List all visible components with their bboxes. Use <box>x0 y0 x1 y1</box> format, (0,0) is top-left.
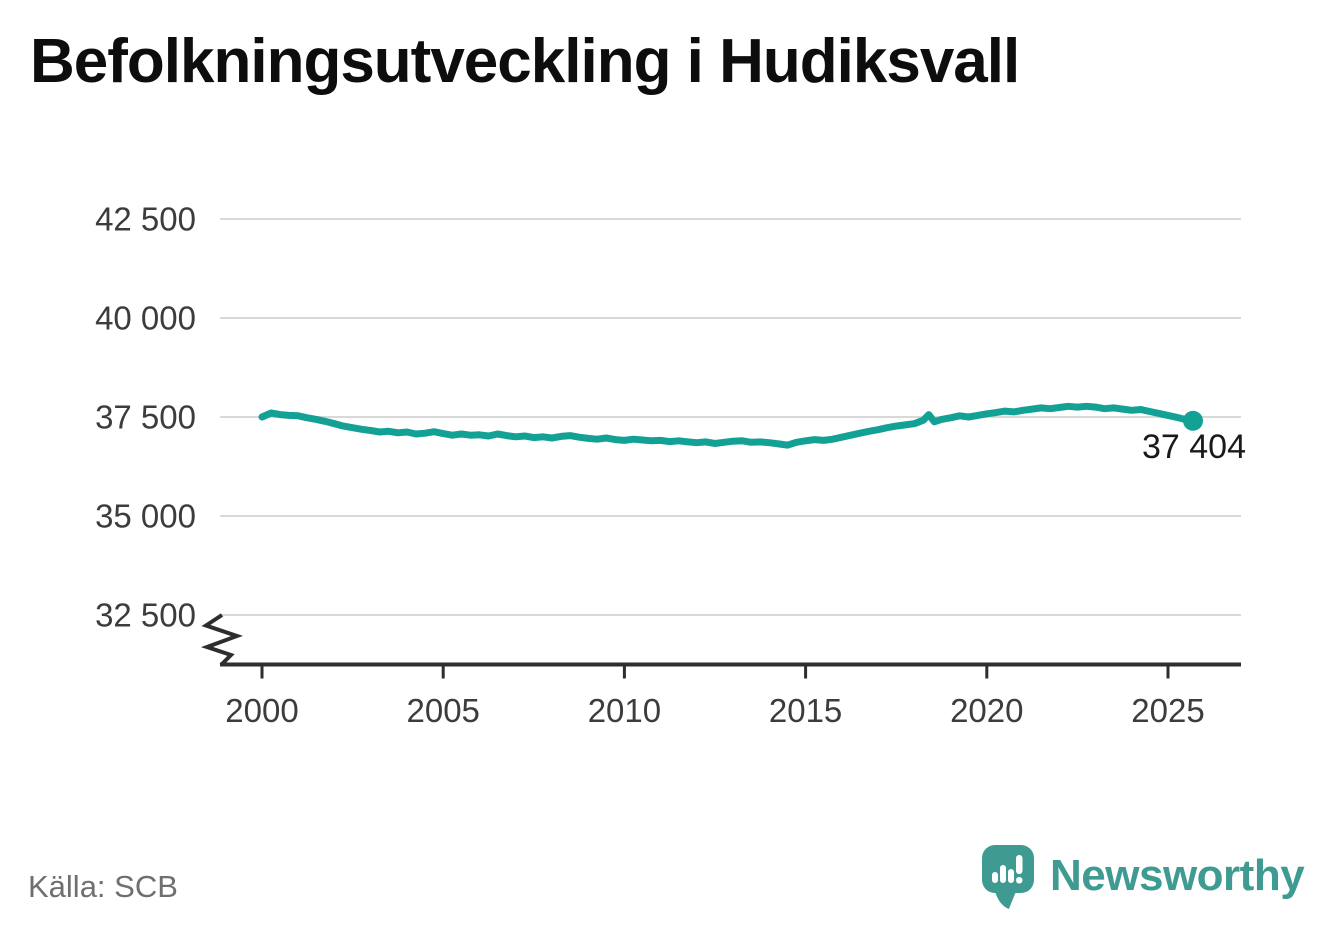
logo-exclamation-dot <box>1016 877 1023 884</box>
newsworthy-logo-icon <box>982 845 1034 909</box>
newsworthy-logo-text: Newsworthy <box>1050 851 1305 900</box>
x-tick-label: 2015 <box>769 692 842 729</box>
end-point-marker <box>1183 410 1204 431</box>
x-tick-label: 2005 <box>406 692 479 729</box>
logo-bar-1 <box>992 872 998 883</box>
y-tick-label: 37 500 <box>95 399 196 436</box>
x-tick-label: 2010 <box>588 692 661 729</box>
x-tick-label: 2020 <box>950 692 1023 729</box>
source-note: Källa: SCB <box>28 869 178 904</box>
y-tick-label: 40 000 <box>95 300 196 337</box>
logo-bar-3 <box>1008 869 1014 883</box>
end-value-label: 37 404 <box>1142 428 1246 466</box>
axis-break-zigzag <box>200 613 244 667</box>
newsworthy-logo-link[interactable]: Newsworthy <box>982 845 1305 915</box>
population-line-chart: 42 500 40 000 37 500 35 000 32 500 2000 2005 20… <box>95 201 1246 730</box>
population-series-line <box>258 402 1197 449</box>
y-tick-label: 35 000 <box>95 498 196 535</box>
y-tick-label: 42 500 <box>95 201 196 238</box>
logo-exclamation-bar <box>1016 855 1023 874</box>
x-tick-label: 2000 <box>225 692 298 729</box>
chart-title: Befolkningsutveckling i Hudiksvall <box>30 27 1020 96</box>
x-tick-label: 2025 <box>1131 692 1204 729</box>
y-tick-label: 32 500 <box>95 597 196 634</box>
logo-bar-2 <box>1000 865 1006 883</box>
